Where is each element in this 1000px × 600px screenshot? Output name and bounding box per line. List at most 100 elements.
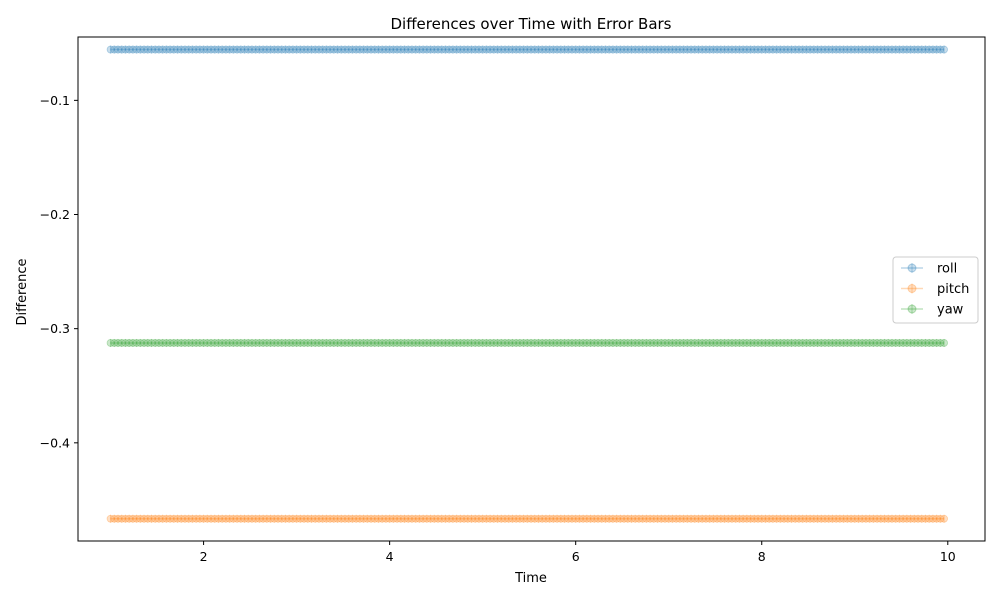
data-point bbox=[136, 45, 145, 54]
data-point bbox=[207, 514, 215, 523]
data-point bbox=[411, 339, 420, 347]
data-point bbox=[508, 339, 517, 347]
x-tick-label: 2 bbox=[200, 549, 208, 564]
data-point bbox=[638, 514, 647, 523]
data-point bbox=[188, 514, 197, 523]
data-point bbox=[195, 339, 204, 347]
data-point bbox=[359, 514, 368, 523]
data-point bbox=[783, 45, 792, 54]
data-point bbox=[408, 514, 416, 523]
data-point bbox=[556, 45, 565, 54]
data-point bbox=[843, 514, 852, 523]
data-point bbox=[657, 514, 666, 523]
data-point bbox=[181, 45, 189, 54]
data-point bbox=[452, 514, 461, 523]
data-point bbox=[225, 45, 234, 54]
data-point bbox=[899, 45, 908, 54]
data-point bbox=[917, 339, 926, 347]
data-point bbox=[657, 45, 666, 54]
data-point bbox=[579, 514, 588, 523]
data-point bbox=[493, 514, 502, 523]
data-point bbox=[512, 339, 521, 347]
data-point bbox=[307, 339, 316, 347]
data-point bbox=[914, 45, 922, 54]
data-point bbox=[240, 514, 249, 523]
data-point bbox=[858, 45, 867, 54]
data-point bbox=[478, 339, 487, 347]
data-point bbox=[177, 339, 186, 347]
data-point bbox=[128, 339, 137, 347]
data-point bbox=[847, 514, 855, 523]
data-point bbox=[709, 514, 718, 523]
data-point bbox=[724, 514, 733, 523]
data-point bbox=[348, 514, 357, 523]
data-point bbox=[155, 514, 163, 523]
data-point bbox=[806, 514, 815, 523]
data-point bbox=[478, 514, 487, 523]
legend-label: yaw bbox=[937, 303, 964, 318]
data-point bbox=[839, 45, 848, 54]
data-point bbox=[277, 514, 286, 523]
x-axis-label: Time bbox=[514, 571, 547, 586]
data-point bbox=[523, 45, 532, 54]
data-point bbox=[467, 339, 476, 347]
data-point bbox=[728, 45, 736, 54]
data-point bbox=[181, 339, 189, 347]
data-point bbox=[742, 514, 751, 523]
data-point bbox=[184, 514, 193, 523]
data-point bbox=[374, 45, 383, 54]
data-point bbox=[396, 514, 405, 523]
data-point bbox=[169, 45, 178, 54]
data-point bbox=[757, 339, 766, 347]
data-point bbox=[750, 514, 759, 523]
data-point bbox=[262, 514, 271, 523]
data-point bbox=[906, 514, 915, 523]
data-point bbox=[843, 45, 852, 54]
data-point bbox=[902, 339, 911, 347]
data-point bbox=[344, 339, 353, 347]
data-point bbox=[173, 45, 182, 54]
data-point bbox=[434, 339, 442, 347]
data-point bbox=[259, 45, 268, 54]
data-point bbox=[832, 339, 841, 347]
data-point bbox=[631, 514, 640, 523]
data-point bbox=[315, 45, 323, 54]
data-point bbox=[620, 339, 628, 347]
data-point bbox=[214, 339, 223, 347]
data-point bbox=[296, 339, 305, 347]
data-point bbox=[508, 45, 517, 54]
data-point bbox=[106, 514, 115, 523]
data-point bbox=[579, 339, 588, 347]
data-point bbox=[296, 45, 305, 54]
data-point bbox=[475, 339, 483, 347]
data-point bbox=[772, 514, 781, 523]
data-point bbox=[188, 339, 197, 347]
data-point bbox=[597, 45, 606, 54]
data-point bbox=[888, 45, 896, 54]
data-point bbox=[430, 514, 439, 523]
data-point bbox=[158, 339, 167, 347]
data-point bbox=[560, 514, 569, 523]
data-point bbox=[716, 339, 725, 347]
data-point bbox=[266, 514, 275, 523]
data-point bbox=[940, 339, 948, 347]
data-point bbox=[809, 514, 818, 523]
data-point bbox=[422, 45, 431, 54]
data-point bbox=[523, 514, 532, 523]
data-point bbox=[173, 339, 182, 347]
data-point bbox=[266, 339, 275, 347]
data-point bbox=[850, 339, 859, 347]
data-point bbox=[895, 45, 904, 54]
data-point bbox=[843, 339, 852, 347]
data-point bbox=[835, 45, 844, 54]
data-point bbox=[482, 339, 491, 347]
data-point bbox=[169, 514, 178, 523]
data-point bbox=[668, 45, 677, 54]
data-point bbox=[363, 514, 372, 523]
data-point bbox=[542, 45, 550, 54]
data-point bbox=[594, 45, 602, 54]
data-point bbox=[527, 514, 535, 523]
data-point bbox=[683, 45, 692, 54]
data-point bbox=[441, 45, 450, 54]
data-point bbox=[787, 514, 796, 523]
